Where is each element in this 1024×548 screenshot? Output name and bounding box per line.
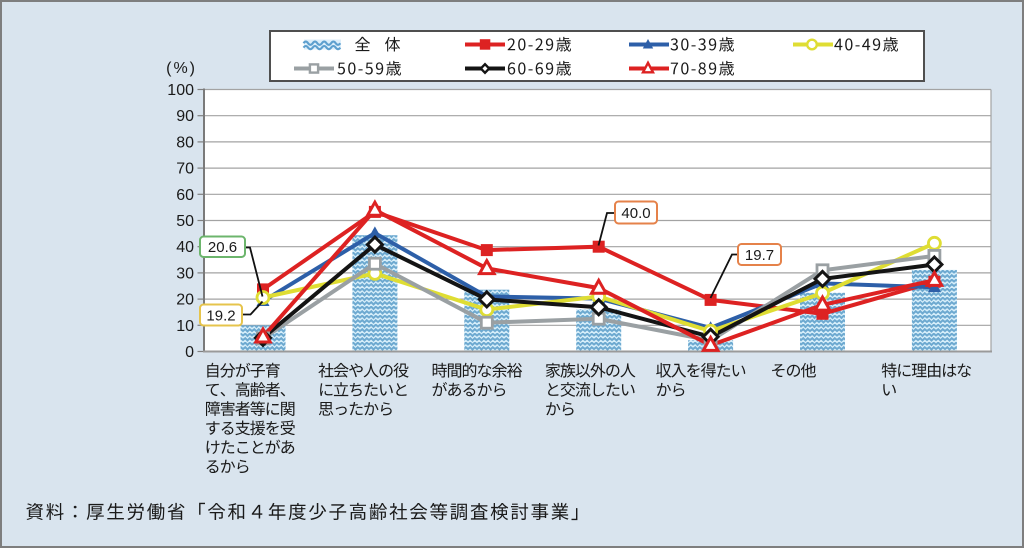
svg-text:30: 30 xyxy=(176,265,194,282)
svg-text:50: 50 xyxy=(176,213,194,230)
svg-text:19.7: 19.7 xyxy=(745,247,774,264)
svg-text:90: 90 xyxy=(176,108,194,125)
svg-text:10: 10 xyxy=(176,318,194,335)
svg-text:20: 20 xyxy=(176,292,194,309)
svg-text:40: 40 xyxy=(176,239,194,256)
svg-text:(%): (%) xyxy=(166,60,197,77)
svg-text:20.6: 20.6 xyxy=(208,239,237,256)
svg-text:40.0: 40.0 xyxy=(621,205,650,222)
svg-text:60: 60 xyxy=(176,187,194,204)
svg-text:0: 0 xyxy=(185,344,194,361)
svg-text:80: 80 xyxy=(176,134,194,151)
svg-text:100: 100 xyxy=(167,82,194,99)
svg-text:70: 70 xyxy=(176,161,194,178)
svg-text:19.2: 19.2 xyxy=(206,308,235,325)
